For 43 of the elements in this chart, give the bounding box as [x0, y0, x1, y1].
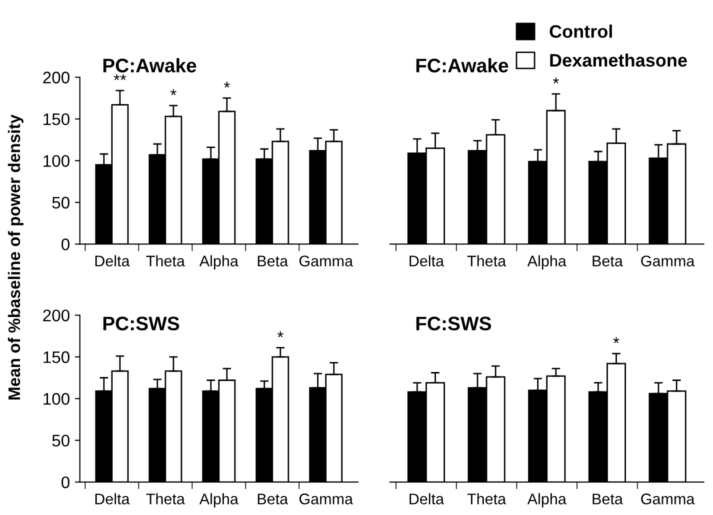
x-tick-label: Delta	[95, 255, 130, 266]
x-tick-label: Gamma	[299, 256, 354, 266]
legend-label: Control	[550, 24, 612, 38]
chart-title: PC:SWS	[103, 316, 180, 330]
y-tick-label: 200	[43, 310, 70, 322]
x-tick-label: Gamma	[641, 256, 695, 266]
y-tick-label: 150	[44, 113, 70, 126]
x-tick-label: Gamma	[641, 494, 695, 504]
legend-label: Dexamethasone	[550, 53, 687, 67]
x-tick-label: Theta	[467, 493, 506, 504]
annotation: **	[114, 74, 126, 80]
x-tick-label: Gamma	[299, 494, 354, 504]
y-tick-label: 0	[62, 238, 70, 250]
y-tick-label: 200	[43, 72, 70, 84]
x-tick-label: Alpha	[199, 255, 238, 270]
y-tick-label: 100	[44, 155, 70, 167]
chart-title: PC:Awake	[103, 58, 196, 72]
y-tick-label: 100	[44, 393, 70, 405]
annotation: *	[552, 78, 559, 84]
x-tick-label: Beta	[592, 494, 623, 504]
x-tick-label: Delta	[410, 255, 444, 266]
x-tick-label: Alpha	[527, 493, 566, 508]
x-tick-label: Beta	[592, 256, 623, 266]
x-tick-label: Theta	[146, 493, 185, 504]
chart-title: FC:SWS	[416, 316, 492, 330]
x-tick-label: Theta	[467, 255, 506, 266]
chart-title: FC:Awake	[416, 58, 508, 72]
y-tick-label: 150	[44, 351, 70, 364]
annotation: *	[170, 89, 176, 96]
y-tick-label: 50	[52, 434, 70, 447]
annotation: *	[224, 82, 230, 88]
x-tick-label: Delta	[95, 493, 130, 504]
x-tick-label: Beta	[258, 494, 288, 504]
x-tick-label: Alpha	[199, 493, 238, 508]
x-tick-label: Alpha	[527, 255, 566, 270]
annotation: *	[277, 331, 284, 338]
y-tick-label: 50	[52, 196, 70, 209]
x-tick-label: Delta	[410, 493, 444, 504]
y-tick-label: 0	[62, 476, 70, 488]
annotation: *	[613, 337, 620, 344]
x-tick-label: Beta	[258, 256, 288, 266]
x-tick-label: Theta	[146, 255, 185, 266]
y-axis-title: Mean of %baseline of power density	[8, 114, 24, 400]
